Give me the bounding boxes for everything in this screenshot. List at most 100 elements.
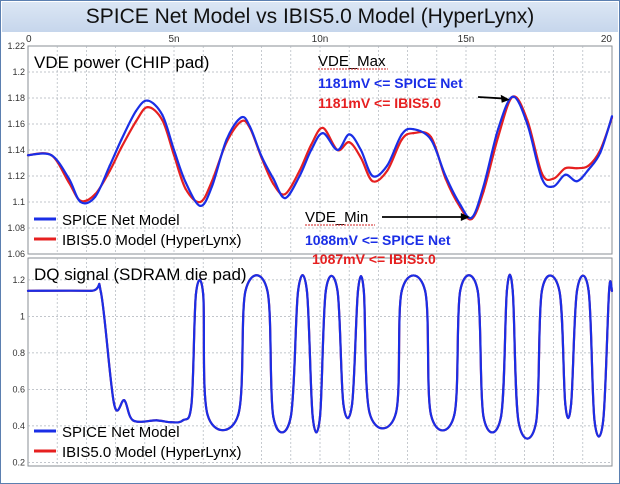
data-point-spice bbox=[424, 289, 427, 292]
data-point-spice bbox=[202, 293, 205, 296]
data-point-spice bbox=[161, 113, 164, 116]
x-tick-label: 20 bbox=[601, 34, 613, 45]
data-point-spice bbox=[552, 185, 555, 188]
data-point-ibis bbox=[67, 181, 70, 184]
data-point-spice bbox=[248, 125, 252, 128]
data-point-spice bbox=[570, 402, 573, 406]
data-point-spice bbox=[324, 289, 327, 292]
data-point-spice bbox=[244, 289, 247, 292]
data-point-spice bbox=[587, 289, 590, 292]
data-point-spice bbox=[599, 151, 602, 154]
data-point-ibis bbox=[161, 119, 164, 122]
data-point-spice bbox=[453, 413, 456, 417]
data-point-spice bbox=[482, 415, 485, 418]
data-point-ibis bbox=[348, 141, 351, 144]
data-point-spice bbox=[199, 204, 202, 207]
data-point-spice bbox=[534, 421, 538, 424]
data-point-spice bbox=[272, 415, 275, 418]
data-point-spice bbox=[459, 289, 462, 292]
data-point-spice bbox=[386, 164, 389, 167]
data-point-spice bbox=[225, 138, 228, 141]
data-point-spice bbox=[412, 128, 415, 131]
data-point-spice bbox=[132, 419, 135, 422]
data-point-ibis bbox=[298, 169, 301, 172]
y-tick-label: 1 bbox=[20, 311, 25, 321]
data-point-spice bbox=[368, 411, 371, 415]
data-point-ibis bbox=[575, 167, 579, 170]
data-point-spice bbox=[190, 402, 193, 406]
x-tick-label: 10n bbox=[312, 34, 329, 45]
data-point-spice bbox=[362, 289, 365, 292]
annotation-vde-max: VDE_Max bbox=[318, 53, 386, 70]
data-point-spice bbox=[260, 155, 263, 158]
data-point-spice bbox=[26, 154, 30, 157]
data-point-spice bbox=[558, 289, 561, 292]
data-point-spice bbox=[79, 200, 82, 204]
data-point-spice bbox=[310, 148, 313, 152]
data-point-spice bbox=[321, 132, 325, 135]
data-point-spice bbox=[266, 289, 269, 292]
legend-label-ibis: IBIS5.0 Model (HyperLynx) bbox=[62, 232, 242, 249]
data-point-spice bbox=[237, 413, 240, 417]
y-tick-label: 0.4 bbox=[12, 421, 25, 431]
legend-label-ibis: IBIS5.0 Model (HyperLynx) bbox=[62, 444, 242, 461]
data-point-spice bbox=[505, 289, 508, 292]
data-point-spice bbox=[240, 116, 243, 119]
data-point-ibis bbox=[412, 132, 415, 135]
y-tick-label: 1.22 bbox=[7, 41, 25, 51]
data-point-spice bbox=[526, 122, 529, 126]
data-point-spice bbox=[356, 289, 360, 292]
x-tick-label: 5n bbox=[168, 34, 179, 45]
data-point-spice bbox=[575, 289, 579, 292]
data-point-ibis bbox=[321, 126, 325, 129]
data-point-spice bbox=[289, 415, 292, 418]
legend-label-spice: SPICE Net Model bbox=[62, 424, 180, 441]
y-tick-label: 1.12 bbox=[7, 171, 25, 181]
y-tick-label: 1.2 bbox=[12, 275, 25, 285]
y-tick-label: 1.14 bbox=[7, 145, 25, 155]
data-point-spice bbox=[482, 185, 485, 188]
data-point-spice bbox=[120, 138, 123, 141]
data-point-spice bbox=[607, 289, 611, 292]
annotation-arrowhead-max bbox=[500, 94, 510, 103]
data-point-ibis bbox=[400, 138, 403, 141]
data-point-ibis bbox=[272, 182, 275, 185]
data-point-spice bbox=[359, 148, 362, 152]
data-point-spice bbox=[181, 419, 184, 422]
data-point-spice bbox=[67, 177, 70, 180]
data-point-spice bbox=[298, 174, 301, 178]
data-point-ibis bbox=[310, 143, 313, 146]
data-point-spice bbox=[459, 203, 462, 206]
data-point-spice bbox=[283, 197, 287, 200]
data-point-ibis bbox=[587, 164, 590, 167]
data-point-ibis bbox=[497, 135, 500, 139]
data-point-spice bbox=[602, 419, 605, 422]
panel-title: VDE power (CHIP pad) bbox=[34, 53, 209, 72]
data-point-spice bbox=[540, 177, 544, 180]
data-point-spice bbox=[94, 195, 97, 198]
x-tick-label: 0 bbox=[26, 34, 32, 45]
data-point-ibis bbox=[240, 120, 243, 123]
data-point-spice bbox=[336, 148, 339, 152]
y-tick-label: 1.06 bbox=[7, 249, 25, 259]
data-point-spice bbox=[610, 115, 614, 118]
data-point-spice bbox=[206, 413, 209, 417]
data-point-spice bbox=[89, 289, 92, 292]
data-point-spice bbox=[305, 289, 308, 292]
data-point-spice bbox=[99, 291, 103, 294]
data-point-spice bbox=[351, 402, 354, 406]
data-point-spice bbox=[497, 128, 500, 131]
data-point-spice bbox=[429, 138, 433, 141]
data-point-ibis bbox=[386, 169, 389, 172]
data-point-ibis bbox=[146, 106, 149, 109]
data-point-spice bbox=[564, 173, 567, 176]
y-tick-label: 1.18 bbox=[7, 93, 25, 103]
data-point-spice bbox=[184, 181, 187, 184]
y-tick-label: 0.2 bbox=[12, 457, 25, 467]
data-point-spice bbox=[444, 174, 447, 178]
page-title: SPICE Net Model vs IBIS5.0 Model (HyperL… bbox=[2, 2, 618, 32]
data-point-ibis bbox=[283, 193, 287, 196]
data-point-ibis bbox=[134, 120, 138, 123]
data-point-spice bbox=[318, 415, 322, 418]
